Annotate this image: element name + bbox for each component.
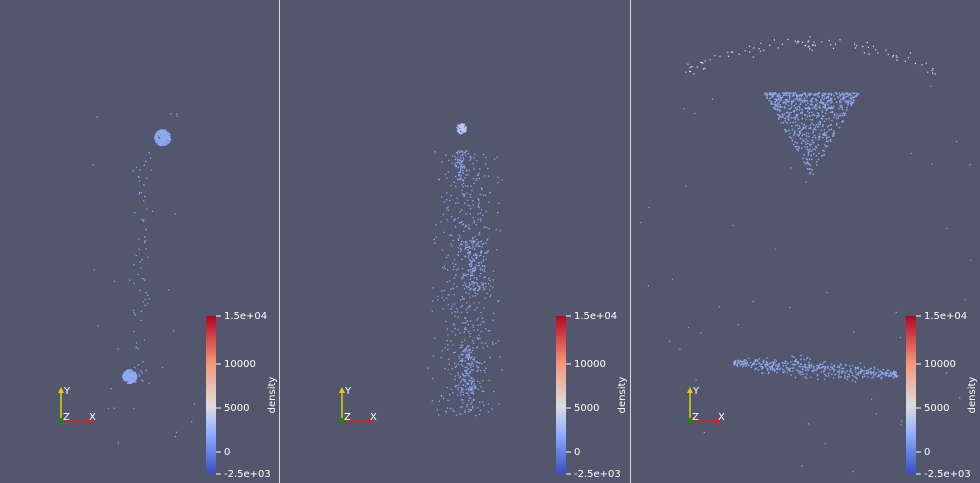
axis-x-head — [368, 418, 374, 424]
axis-z-label: Z — [63, 412, 70, 423]
particle-cloud — [129, 152, 154, 384]
particle-cloud — [455, 240, 495, 291]
axis-z — [339, 418, 345, 424]
colorbar-label: 5000 — [924, 403, 949, 414]
colorbar-label: 1.5e+04 — [924, 311, 967, 322]
axis-x-head — [716, 418, 722, 424]
particle-cloud — [454, 345, 484, 397]
axis-y-label: Y — [63, 386, 71, 397]
colorbar-label: 5000 — [574, 403, 599, 414]
colorbar-label: 1.5e+04 — [224, 311, 267, 322]
particle-cloud — [154, 129, 172, 147]
colorbar — [556, 316, 566, 474]
colorbar-title: density — [617, 377, 628, 414]
axis-z-label: Z — [692, 412, 699, 423]
particle-cloud — [456, 123, 467, 135]
axis-y-label: Y — [344, 386, 352, 397]
colorbar-label: 0 — [574, 447, 580, 458]
colorbar-label: 0 — [224, 447, 230, 458]
axis-y-head — [58, 387, 64, 393]
colorbar-label: -2.5e+03 — [224, 469, 271, 480]
colorbar-label: -2.5e+03 — [574, 469, 621, 480]
colorbar-label: 0 — [924, 447, 930, 458]
axis-x-head — [87, 418, 93, 424]
axis-x-label: X — [89, 412, 96, 423]
colorbar-title: density — [267, 377, 278, 414]
axis-y-label: Y — [692, 386, 700, 397]
particle-cloud — [122, 369, 138, 385]
axis-y-head — [339, 387, 345, 393]
particles — [92, 36, 972, 473]
colorbar-label: 1.5e+04 — [574, 311, 617, 322]
axis-x-label: X — [370, 412, 377, 423]
colorbar-label: 10000 — [224, 359, 256, 370]
colorbar-label: 5000 — [224, 403, 249, 414]
colorbar-label: 10000 — [924, 359, 956, 370]
axis-z — [58, 418, 64, 424]
axis-z-label: Z — [344, 412, 351, 423]
colorbar — [906, 316, 916, 474]
colorbar — [206, 316, 216, 474]
particle-cloud — [685, 36, 936, 75]
axis-x-label: X — [718, 412, 725, 423]
axis-z — [687, 418, 693, 424]
particle-cloud — [764, 92, 860, 175]
particle-cloud — [427, 150, 503, 417]
colorbar-label: 10000 — [574, 359, 606, 370]
colorbar-title: density — [967, 377, 978, 414]
axis-y-head — [687, 387, 693, 393]
particle-cloud — [454, 150, 466, 181]
colorbar-label: -2.5e+03 — [924, 469, 971, 480]
